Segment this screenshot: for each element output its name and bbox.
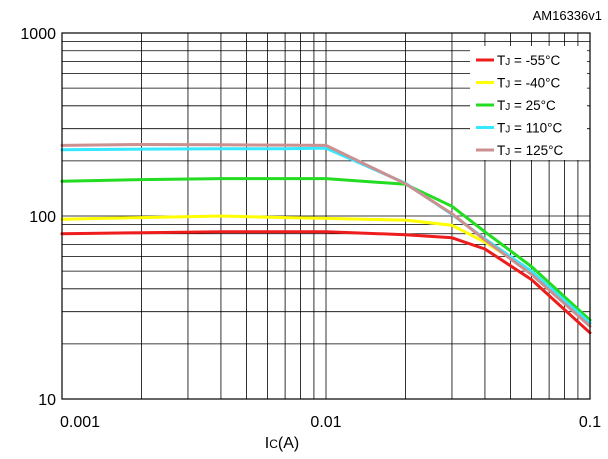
- x-tick-label: 0.001: [60, 414, 100, 431]
- x-axis-label-unit: (A): [278, 435, 299, 452]
- figure-id: AM16336v1: [532, 8, 602, 23]
- y-tick-label: 100: [29, 209, 56, 226]
- legend-box: [470, 46, 587, 160]
- x-axis-label-sub: C: [269, 437, 278, 451]
- y-tick-label: 1000: [20, 26, 56, 43]
- legend-label: TJ = -55°C: [497, 53, 561, 68]
- x-axis-label: IC(A): [265, 435, 299, 452]
- legend-label: TJ = 25°C: [497, 98, 556, 113]
- plot-frame: [61, 32, 591, 400]
- series-line: [60, 143, 592, 328]
- x-tick-label: 0.1: [579, 414, 601, 431]
- legend-label: TJ = 110°C: [497, 121, 563, 136]
- x-tick-label: 0.01: [310, 414, 341, 431]
- series-line: [60, 230, 592, 335]
- legend-label: TJ = -40°C: [497, 76, 561, 91]
- x-axis-label-main: I: [265, 435, 269, 452]
- series-line: [60, 177, 592, 322]
- series-layer: [60, 143, 592, 335]
- legend-label: TJ = 125°C: [497, 143, 564, 158]
- tick-labels: 0.001 0.01 0.1 10 100 1000: [20, 26, 601, 431]
- legend: TJ = -55°C TJ = -40°C TJ = 25°C TJ = 110°C T…: [470, 46, 587, 160]
- y-tick-label: 10: [38, 392, 56, 409]
